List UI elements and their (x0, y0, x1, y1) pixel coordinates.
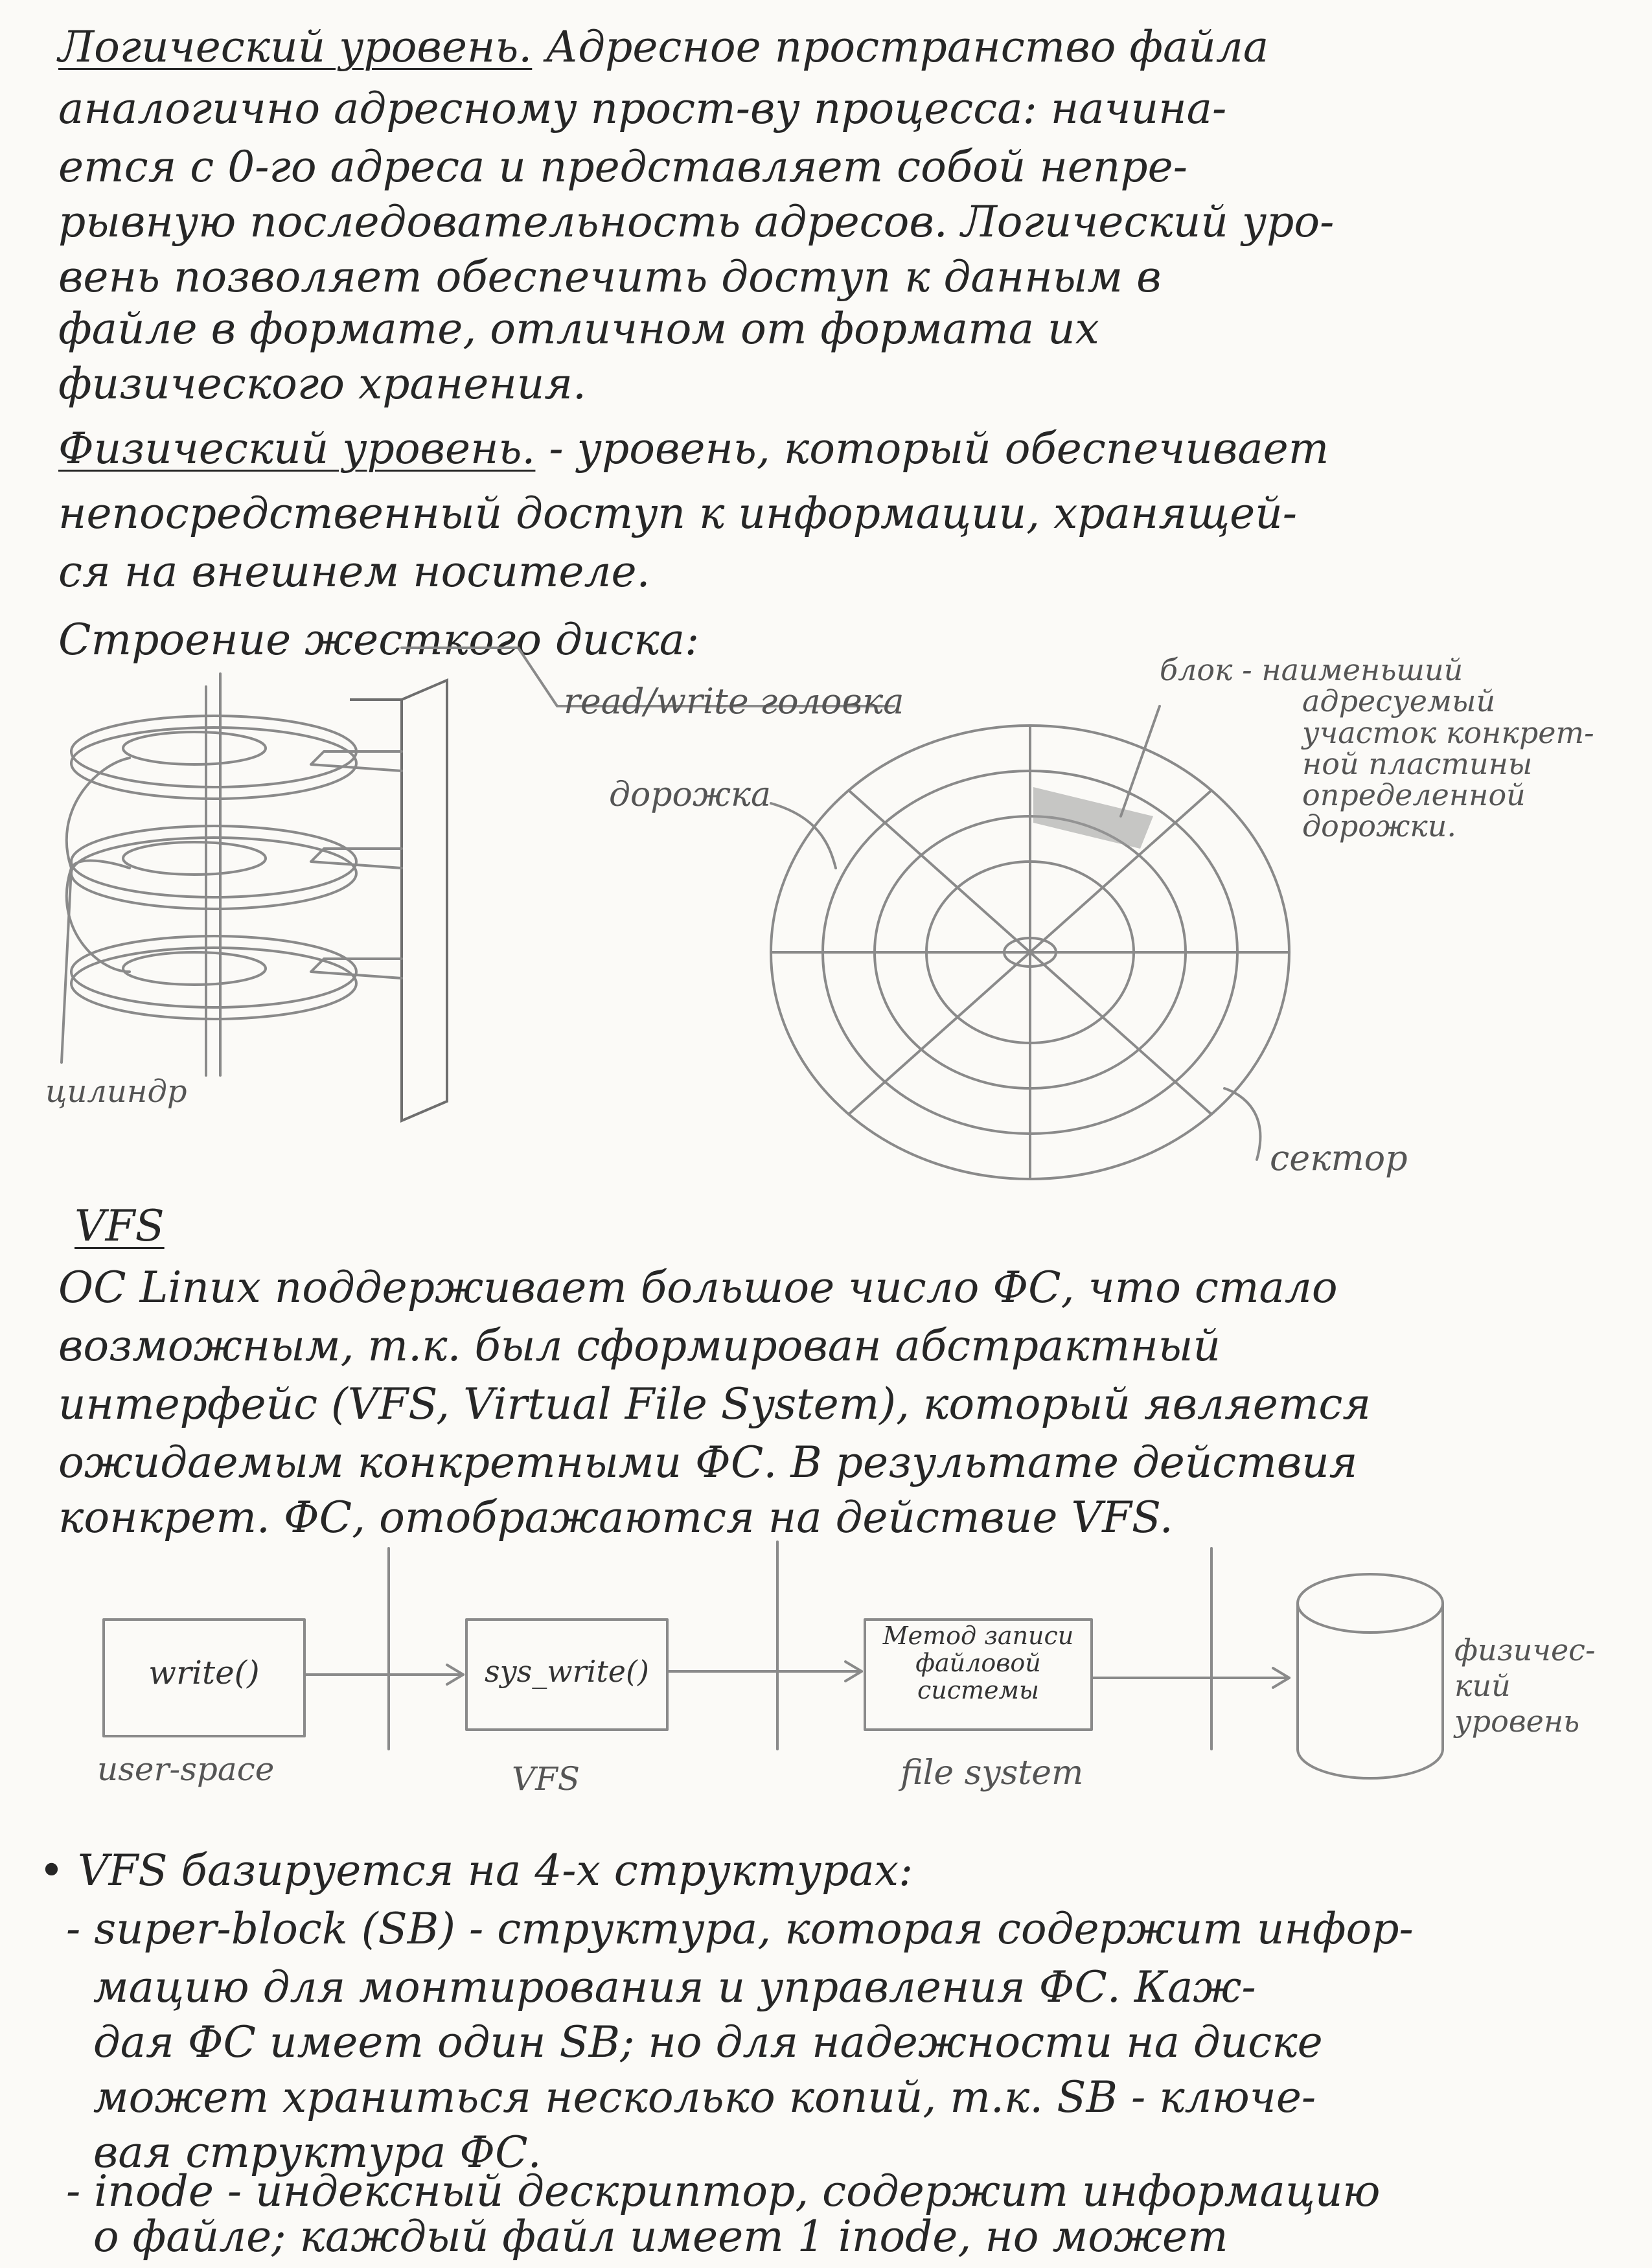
box-sys-write: sys_write() (466, 1655, 667, 1688)
layer-vfs: VFS (512, 1762, 580, 1796)
list-line-5: может храниться несколько копий, т.к. SB… (39, 2076, 1316, 2119)
list-line-3: мацию для монтирования и управления ФС. … (39, 1966, 1256, 2009)
box-write: write() (104, 1655, 304, 1691)
label-physical-level: физичес- кий уровень (1454, 1632, 1596, 1740)
list-line-1: • VFS базируется на 4-х структурах: (39, 1850, 913, 1892)
layer-file-system: file system (901, 1756, 1083, 1791)
list-line-4: дая ФС имеет один SB; но для надежности … (39, 2021, 1323, 2064)
layer-user-space: user-space (97, 1752, 274, 1787)
box-fs-write-method: Метод записи файловой системы (871, 1623, 1085, 1704)
list-line-8: о файле; каждый файл имеет 1 inode, но м… (39, 2216, 1228, 2258)
list-line-7: - inode - индексный дескриптор, содержит… (39, 2170, 1380, 2213)
list-line-2: - super-block (SB) - структура, которая … (39, 1908, 1414, 1951)
